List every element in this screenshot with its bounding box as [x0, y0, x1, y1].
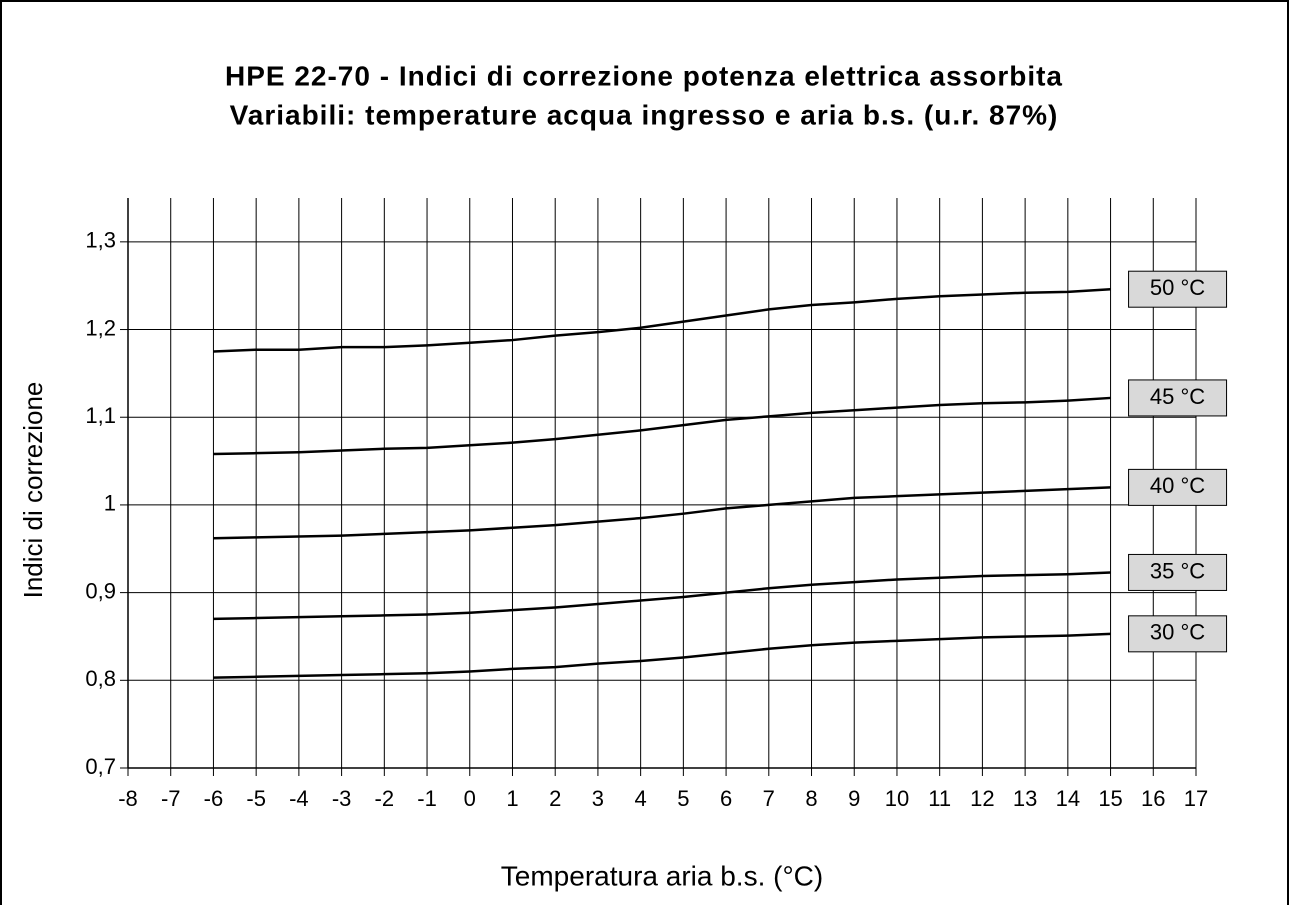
- series-line: [213, 486, 1111, 540]
- y-tick-label: 1,2: [85, 315, 116, 340]
- x-tick-label: 12: [970, 786, 994, 811]
- x-tick-label: 7: [763, 786, 775, 811]
- series-line: [213, 396, 1111, 456]
- series-line: [213, 287, 1111, 353]
- x-tick-label: 11: [928, 786, 951, 811]
- x-tick-label: 13: [1013, 786, 1037, 811]
- x-tick-label: 4: [635, 786, 647, 811]
- x-tick-label: -8: [118, 786, 138, 811]
- y-tick-label: 1,1: [85, 403, 116, 428]
- series-label: 45 °C: [1150, 384, 1205, 409]
- y-tick-label: 1,3: [85, 228, 116, 253]
- x-tick-label: 14: [1056, 786, 1080, 811]
- x-tick-label: -2: [375, 786, 395, 811]
- chart-title: HPE 22-70 - Indici di correzione potenza…: [225, 60, 1063, 91]
- y-axis-label: Indici di correzione: [18, 382, 48, 599]
- x-tick-label: -7: [161, 786, 181, 811]
- y-tick-label: 1: [104, 491, 116, 516]
- series-label-box: [1128, 615, 1228, 653]
- x-tick-label: 3: [592, 786, 604, 811]
- x-tick-label: -6: [204, 786, 224, 811]
- x-tick-label: 1: [506, 786, 518, 811]
- series-label: 40 °C: [1150, 473, 1205, 498]
- x-tick-label: 0: [464, 786, 476, 811]
- x-tick-label: 2: [549, 786, 561, 811]
- x-tick-label: 9: [848, 786, 860, 811]
- y-tick-label: 0,7: [85, 754, 116, 779]
- y-tick-label: 0,8: [85, 666, 116, 691]
- x-tick-label: -4: [289, 786, 309, 811]
- x-tick-label: 15: [1098, 786, 1122, 811]
- x-tick-label: 17: [1184, 786, 1208, 811]
- x-axis-label: Temperatura aria b.s. (°C): [501, 860, 823, 891]
- x-tick-label: 16: [1141, 786, 1165, 811]
- series-label: 50 °C: [1150, 275, 1205, 300]
- series-label-box: [1128, 379, 1228, 417]
- x-tick-label: -1: [417, 786, 437, 811]
- x-tick-label: 6: [720, 786, 732, 811]
- y-tick-label: 0,9: [85, 578, 116, 603]
- x-tick-label: 5: [677, 786, 689, 811]
- series-label: 30 °C: [1150, 620, 1205, 645]
- series-label: 35 °C: [1150, 558, 1205, 583]
- series-label-box: [1128, 468, 1228, 506]
- series-label-box: [1128, 553, 1228, 591]
- x-tick-label: 8: [805, 786, 817, 811]
- x-tick-label: -3: [332, 786, 352, 811]
- x-tick-label: -5: [246, 786, 266, 811]
- series-line: [213, 632, 1111, 679]
- chart-subtitle: Variabili: temperature acqua ingresso e …: [230, 99, 1059, 130]
- series-line: [213, 571, 1111, 621]
- x-tick-label: 10: [885, 786, 909, 811]
- series-label-box: [1128, 270, 1228, 308]
